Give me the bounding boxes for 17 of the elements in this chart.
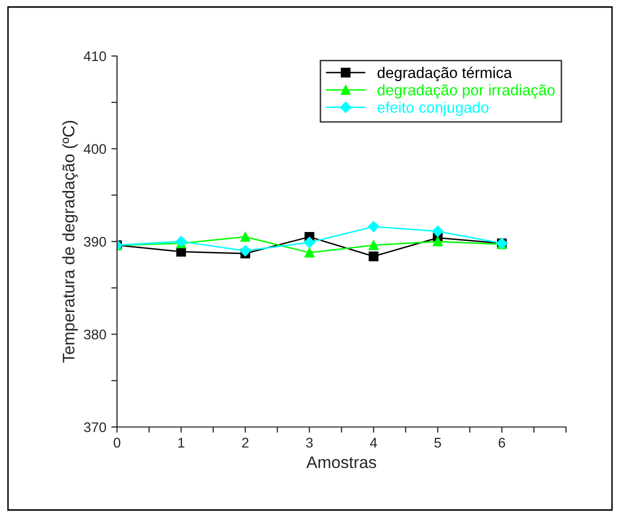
legend-label: degradação térmica [378,66,512,82]
legend-label: efeito conjugado [378,102,488,116]
y-tick-label: 380 [84,330,106,340]
y-tick-label: 410 [84,51,106,62]
x-tick-label: 4 [370,438,378,448]
y-tick-label: 370 [84,422,106,432]
y-tick-label: 400 [84,144,106,154]
x-tick-label: 3 [306,438,313,448]
x-tick-label: 5 [434,438,441,448]
x-tick-label: 6 [498,438,506,448]
x-axis-title: Amostras [306,456,376,468]
y-tick-label: 390 [84,236,106,247]
y-axis-title: Temperatura de degradação (ºC) [62,120,78,363]
x-tick-label: 1 [178,438,184,448]
legend-label: degradação por irradiação [378,84,555,99]
x-tick-label: 2 [242,438,248,448]
x-tick-label: 0 [114,438,120,448]
